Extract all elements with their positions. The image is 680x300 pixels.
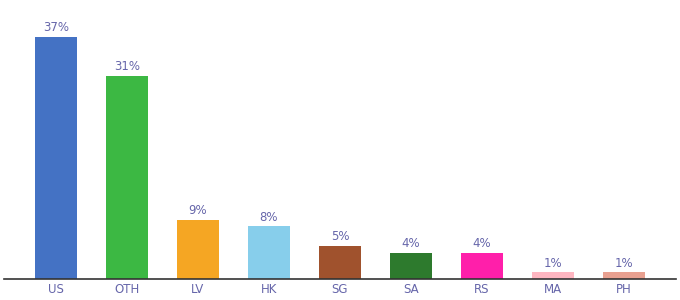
Text: 4%: 4% [473,237,492,250]
Text: 9%: 9% [188,204,207,217]
Bar [461,253,503,279]
Bar [602,272,645,279]
Text: 5%: 5% [330,230,350,243]
Bar [248,226,290,279]
Text: 4%: 4% [402,237,420,250]
Bar [319,246,361,279]
Text: 37%: 37% [43,21,69,34]
Text: 31%: 31% [114,60,140,74]
Bar [105,76,148,279]
Text: 1%: 1% [544,256,562,269]
Bar [390,253,432,279]
Bar [177,220,219,279]
Text: 1%: 1% [615,256,633,269]
Bar [35,37,78,279]
Text: 8%: 8% [260,211,278,224]
Bar [532,272,575,279]
